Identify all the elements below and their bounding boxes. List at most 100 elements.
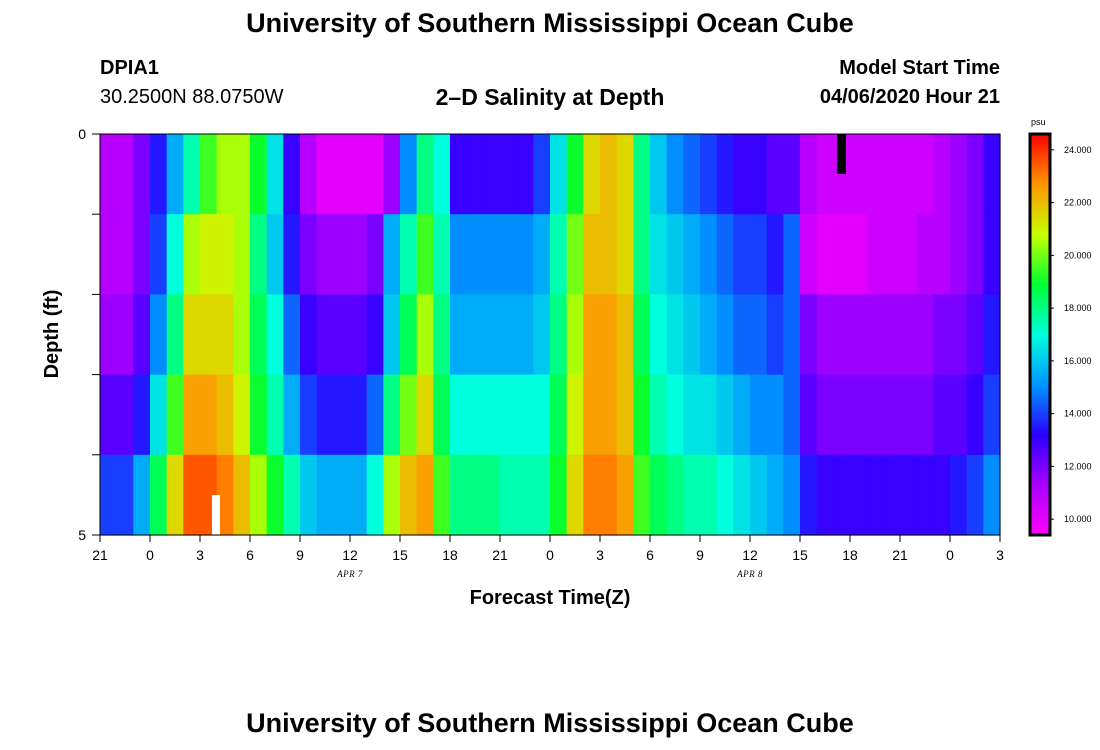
colorbar-label: 16.000: [1064, 356, 1092, 366]
x-tick-label: 21: [92, 547, 108, 563]
heatmap-cell: [500, 294, 518, 376]
heatmap-cell: [116, 134, 134, 215]
heatmap-cell: [750, 294, 768, 376]
heatmap-cell: [550, 294, 568, 376]
heatmap-cell: [683, 374, 701, 456]
heatmap-cell: [283, 214, 301, 295]
page-title: University of Southern Mississippi Ocean…: [246, 8, 854, 38]
y-axis-title: Depth (ft): [41, 290, 63, 379]
heatmap-cell: [100, 134, 118, 215]
heatmap-cell: [183, 374, 201, 456]
x-axis: 21 0 3 6 9 12 15 18 21 0 3 6 9 12 15 18 21 0 3 APR 7 APR 8: [92, 535, 1004, 579]
heatmap-cell: [350, 454, 368, 536]
x-tick-label: 3: [996, 547, 1004, 563]
heatmap-cell: [766, 454, 784, 536]
heatmap-cell: [566, 134, 584, 215]
heatmap-cell: [666, 374, 684, 456]
heatmap-cell: [583, 214, 601, 295]
footer-title: University of Southern Mississippi Ocean…: [246, 708, 854, 738]
heatmap-cell: [166, 294, 184, 376]
heatmap-cell: [550, 214, 568, 295]
white-marker: [212, 495, 220, 535]
heatmap-cell: [516, 214, 534, 295]
heatmap-cell: [950, 134, 968, 215]
heatmap-cell: [533, 454, 551, 536]
heatmap-cell: [350, 294, 368, 376]
heatmap-cell: [800, 214, 818, 295]
heatmap-cell: [200, 294, 218, 376]
heatmap-cell: [916, 294, 934, 376]
heatmap-cell: [783, 214, 801, 295]
station-id: DPIA1: [100, 57, 159, 79]
heatmap-cell: [416, 454, 434, 536]
heatmap-cell: [550, 134, 568, 215]
heatmap-cell: [200, 134, 218, 215]
colorbar-label: 20.000: [1064, 250, 1092, 260]
heatmap-cell: [850, 134, 868, 215]
heatmap-cell: [166, 214, 184, 295]
heatmap-cell: [150, 454, 168, 536]
heatmap-cell: [750, 374, 768, 456]
heatmap-cell: [233, 454, 251, 536]
chart-title: 2–D Salinity at Depth: [435, 84, 665, 110]
heatmap-cell: [850, 214, 868, 295]
heatmap-cell: [583, 134, 601, 215]
x-tick-label: 12: [742, 547, 758, 563]
heatmap-cell: [933, 214, 951, 295]
heatmap-cell: [650, 134, 668, 215]
heatmap-cell: [233, 294, 251, 376]
heatmap-cell: [633, 454, 651, 536]
heatmap-cell: [400, 454, 418, 536]
heatmap-cell: [883, 454, 901, 536]
heatmap-cell: [633, 374, 651, 456]
colorbar-label: 12.000: [1064, 461, 1092, 471]
x-tick-label: 9: [296, 547, 304, 563]
x-tick-label: 18: [442, 547, 458, 563]
heatmap-cell: [633, 214, 651, 295]
heatmap-cell: [833, 454, 851, 536]
heatmap-cell: [733, 374, 751, 456]
heatmap-cell: [116, 454, 134, 536]
x-tick-label: 0: [146, 547, 154, 563]
heatmap-cell: [266, 454, 284, 536]
heatmap-cell: [383, 134, 401, 215]
heatmap-cell: [966, 134, 984, 215]
heatmap-cell: [250, 134, 268, 215]
heatmap-cell: [366, 454, 384, 536]
heatmap-cell: [916, 214, 934, 295]
heatmap-cell: [300, 134, 318, 215]
heatmap-cell: [433, 214, 451, 295]
heatmap-cell: [983, 294, 1001, 376]
heatmap-cell: [666, 294, 684, 376]
heatmap-cell: [683, 454, 701, 536]
heatmap-cell: [833, 294, 851, 376]
heatmap-cell: [216, 134, 234, 215]
x-axis-title: Forecast Time(Z): [470, 587, 631, 609]
heatmap-cell: [100, 214, 118, 295]
x-tick-label: 6: [246, 547, 254, 563]
heatmap-cell: [300, 454, 318, 536]
heatmap-cell: [816, 454, 834, 536]
heatmap-cell: [400, 374, 418, 456]
heatmap-cell: [583, 294, 601, 376]
heatmap-cell: [483, 454, 501, 536]
heatmap-cell: [900, 214, 918, 295]
heatmap-cell: [516, 294, 534, 376]
heatmap-cell: [583, 454, 601, 536]
x-tick-label: 15: [792, 547, 808, 563]
heatmap-cell: [766, 294, 784, 376]
heatmap-cell: [533, 134, 551, 215]
heatmap-cell: [183, 454, 201, 536]
heatmap-cell: [816, 374, 834, 456]
heatmap-cell: [416, 294, 434, 376]
heatmap-cell: [750, 134, 768, 215]
heatmap-cell: [883, 214, 901, 295]
heatmap-cell: [383, 374, 401, 456]
heatmap-cell: [533, 294, 551, 376]
heatmap-cell: [483, 374, 501, 456]
heatmap-cell: [483, 294, 501, 376]
heatmap-cell: [300, 214, 318, 295]
heatmap-cell: [616, 374, 634, 456]
heatmap-cell: [216, 454, 234, 536]
heatmap-cell: [233, 374, 251, 456]
